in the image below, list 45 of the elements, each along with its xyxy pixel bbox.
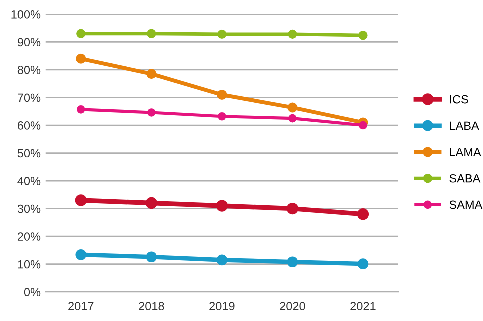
point — [287, 256, 298, 268]
point — [76, 54, 86, 64]
point — [218, 30, 227, 40]
y-tick-label: 0% — [24, 288, 41, 297]
point — [286, 202, 299, 215]
legend-label: LAMA — [450, 148, 482, 156]
legend-label: LABA — [450, 122, 480, 130]
point — [75, 194, 87, 206]
point — [76, 29, 86, 38]
point — [359, 121, 368, 130]
point — [217, 90, 228, 100]
point — [357, 208, 370, 220]
point — [147, 108, 156, 117]
point — [146, 252, 158, 263]
x-tick-label: 2020 — [280, 302, 306, 311]
legend-label: SABA — [450, 174, 481, 183]
y-tick-label: 40% — [18, 177, 41, 186]
point — [218, 112, 226, 121]
point — [76, 106, 86, 114]
point — [216, 254, 228, 266]
point — [358, 258, 369, 270]
y-tick-label: 60% — [18, 122, 41, 130]
point — [288, 114, 297, 123]
point — [76, 249, 87, 260]
x-tick-label: 2018 — [139, 302, 164, 311]
y-tick-label: 20% — [18, 232, 41, 241]
y-tick-label: 90% — [18, 38, 41, 47]
x-tick-label: 2017 — [68, 302, 94, 311]
y-tick-label: 50% — [18, 149, 41, 158]
x-tick-label: 2021 — [350, 302, 376, 311]
legend-label: SAMA — [450, 200, 483, 210]
point — [288, 102, 298, 113]
y-tick-label: 70% — [18, 94, 41, 102]
y-tick-label: 30% — [18, 204, 41, 214]
point — [216, 200, 228, 212]
legend-label: ICS — [450, 95, 468, 104]
point — [358, 30, 368, 40]
x-tick-label: 2019 — [210, 302, 235, 311]
y-tick-label: 100% — [12, 10, 41, 19]
point — [288, 30, 298, 40]
point — [146, 69, 157, 80]
point — [147, 29, 156, 38]
y-tick-label: 10% — [18, 260, 41, 269]
point — [146, 197, 158, 210]
y-tick-label: 80% — [18, 66, 41, 74]
